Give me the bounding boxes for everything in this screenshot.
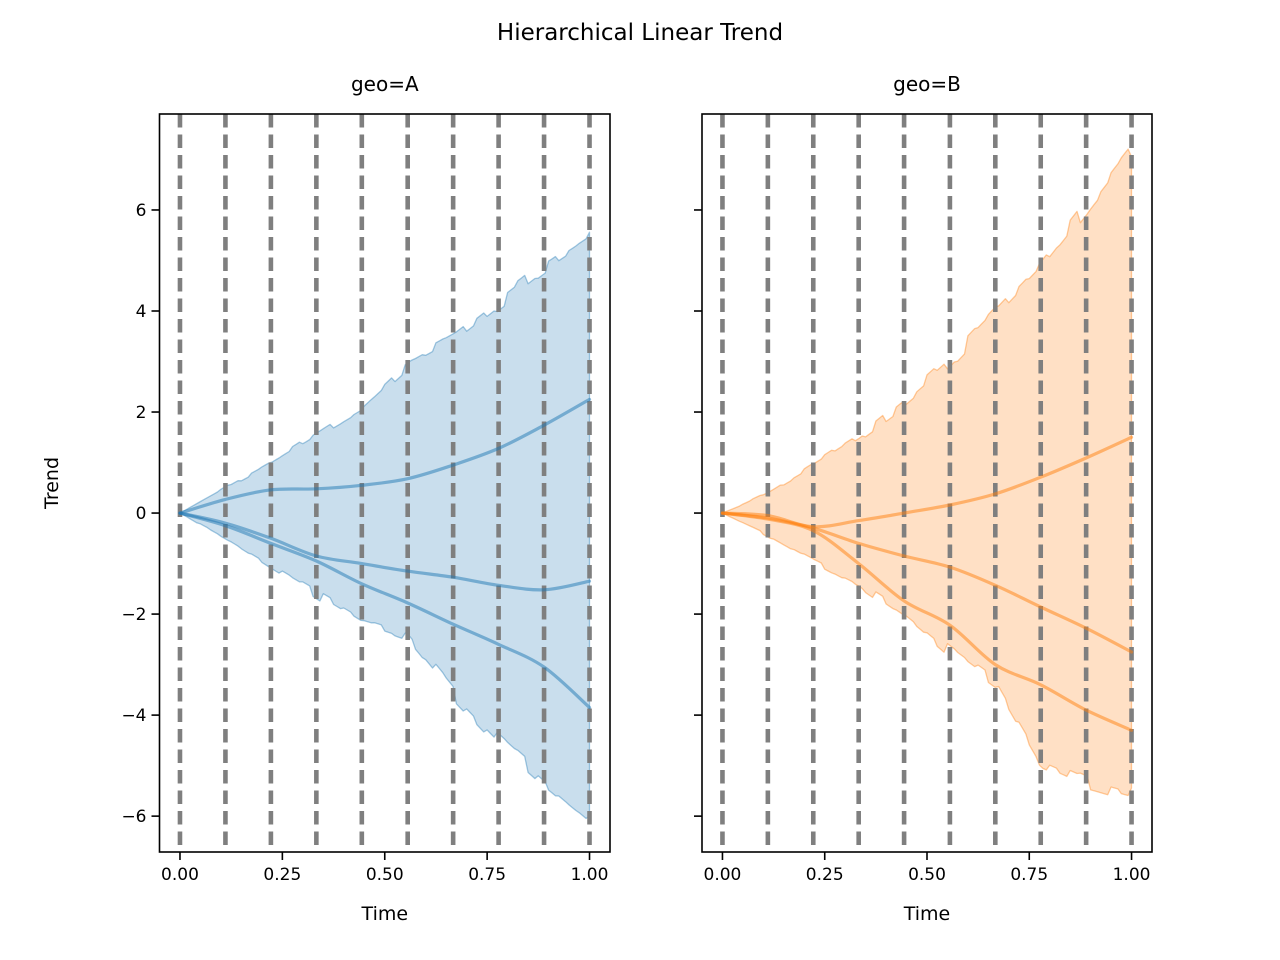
y-tick-label-A-5: −4 — [121, 706, 146, 726]
x-tick-label-B-3: 0.75 — [1010, 865, 1048, 885]
x-tick-label-B-0: 0.00 — [704, 865, 742, 885]
subplot-a-title: geo=A — [350, 72, 419, 96]
x-axis-label-b: Time — [903, 903, 951, 925]
y-tick-label-A-2: 2 — [136, 403, 147, 423]
y-tick-label-A-3: 0 — [136, 504, 147, 524]
trend-sample-2-A — [178, 511, 592, 592]
y-tick-label-A-6: −6 — [121, 807, 146, 827]
uncertainty-band-A — [179, 231, 591, 820]
x-tick-label-B-4: 1.00 — [1113, 865, 1151, 885]
figure-title: Hierarchical Linear Trend — [496, 20, 784, 46]
trend-sample-3-A — [178, 511, 592, 710]
x-tick-label-A-4: 1.00 — [571, 865, 609, 885]
y-tick-label-A-1: 4 — [136, 302, 147, 322]
x-tick-label-B-1: 0.25 — [806, 865, 844, 885]
x-tick-label-A-0: 0.00 — [161, 865, 199, 885]
x-tick-label-A-1: 0.25 — [263, 865, 301, 885]
subplot-b-title: geo=B — [893, 72, 961, 96]
y-tick-label-A-0: 6 — [136, 201, 147, 221]
trend-sample-1-A — [178, 397, 592, 515]
x-tick-label-B-2: 0.50 — [908, 865, 946, 885]
x-axis-label-a: Time — [361, 903, 409, 925]
y-tick-label-A-4: −2 — [121, 605, 146, 625]
x-tick-label-A-2: 0.50 — [366, 865, 404, 885]
uncertainty-band-B — [721, 148, 1133, 797]
x-tick-label-A-3: 0.75 — [468, 865, 506, 885]
trend-sample-3-B — [720, 511, 1134, 732]
